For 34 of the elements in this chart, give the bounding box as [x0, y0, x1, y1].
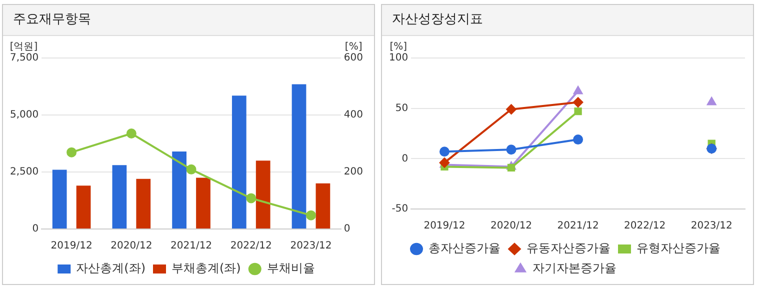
- y-tick-label: 0: [402, 153, 408, 164]
- y-tick-label: 2,500: [10, 166, 39, 178]
- chart-title: 주요재무항목: [3, 5, 374, 36]
- y-tick-label: 7,500: [10, 52, 39, 64]
- x-tick-label: 2020/12: [490, 220, 532, 232]
- x-tick-label: 2022/12: [624, 220, 666, 232]
- y-tick-label: 100: [388, 52, 408, 64]
- legend-label: 자산총계(좌): [76, 261, 146, 276]
- x-tick-label: 2020/12: [110, 240, 152, 252]
- y2-tick-label: 400: [344, 110, 364, 121]
- x-tick-label: 2023/12: [690, 220, 732, 232]
- x-tick-label: 2023/12: [290, 240, 332, 252]
- legend-label: 유형자산증가율: [636, 241, 720, 256]
- legend-label: 자기자본증가율: [532, 261, 616, 276]
- legend-label: 총자산증가율: [428, 241, 500, 256]
- y-tick-label: 5,000: [10, 110, 39, 121]
- legend-label: 부채총계(좌): [172, 261, 241, 276]
- y-tick-label: -50: [392, 204, 408, 215]
- y2-tick-label: 200: [344, 166, 364, 178]
- x-tick-label: 2019/12: [424, 220, 466, 232]
- legend-label: 유동자산증가율: [526, 241, 610, 256]
- legend-label: 부채비율: [266, 261, 315, 276]
- y-axis-title: [%]: [390, 42, 408, 53]
- y-tick-label: 50: [395, 102, 408, 114]
- y-tick-label: 0: [32, 224, 39, 235]
- chart-title: 자산성장성지표: [382, 5, 753, 36]
- x-tick-label: 2021/12: [170, 240, 212, 252]
- y2-tick-label: 0: [344, 224, 350, 235]
- y2-tick-label: 600: [344, 52, 364, 64]
- x-tick-label: 2019/12: [50, 240, 92, 252]
- x-tick-label: 2022/12: [230, 240, 272, 252]
- x-tick-label: 2021/12: [557, 220, 599, 232]
- y2-axis-title: [%]: [344, 42, 362, 53]
- y-axis-title: [억원]: [10, 42, 38, 53]
